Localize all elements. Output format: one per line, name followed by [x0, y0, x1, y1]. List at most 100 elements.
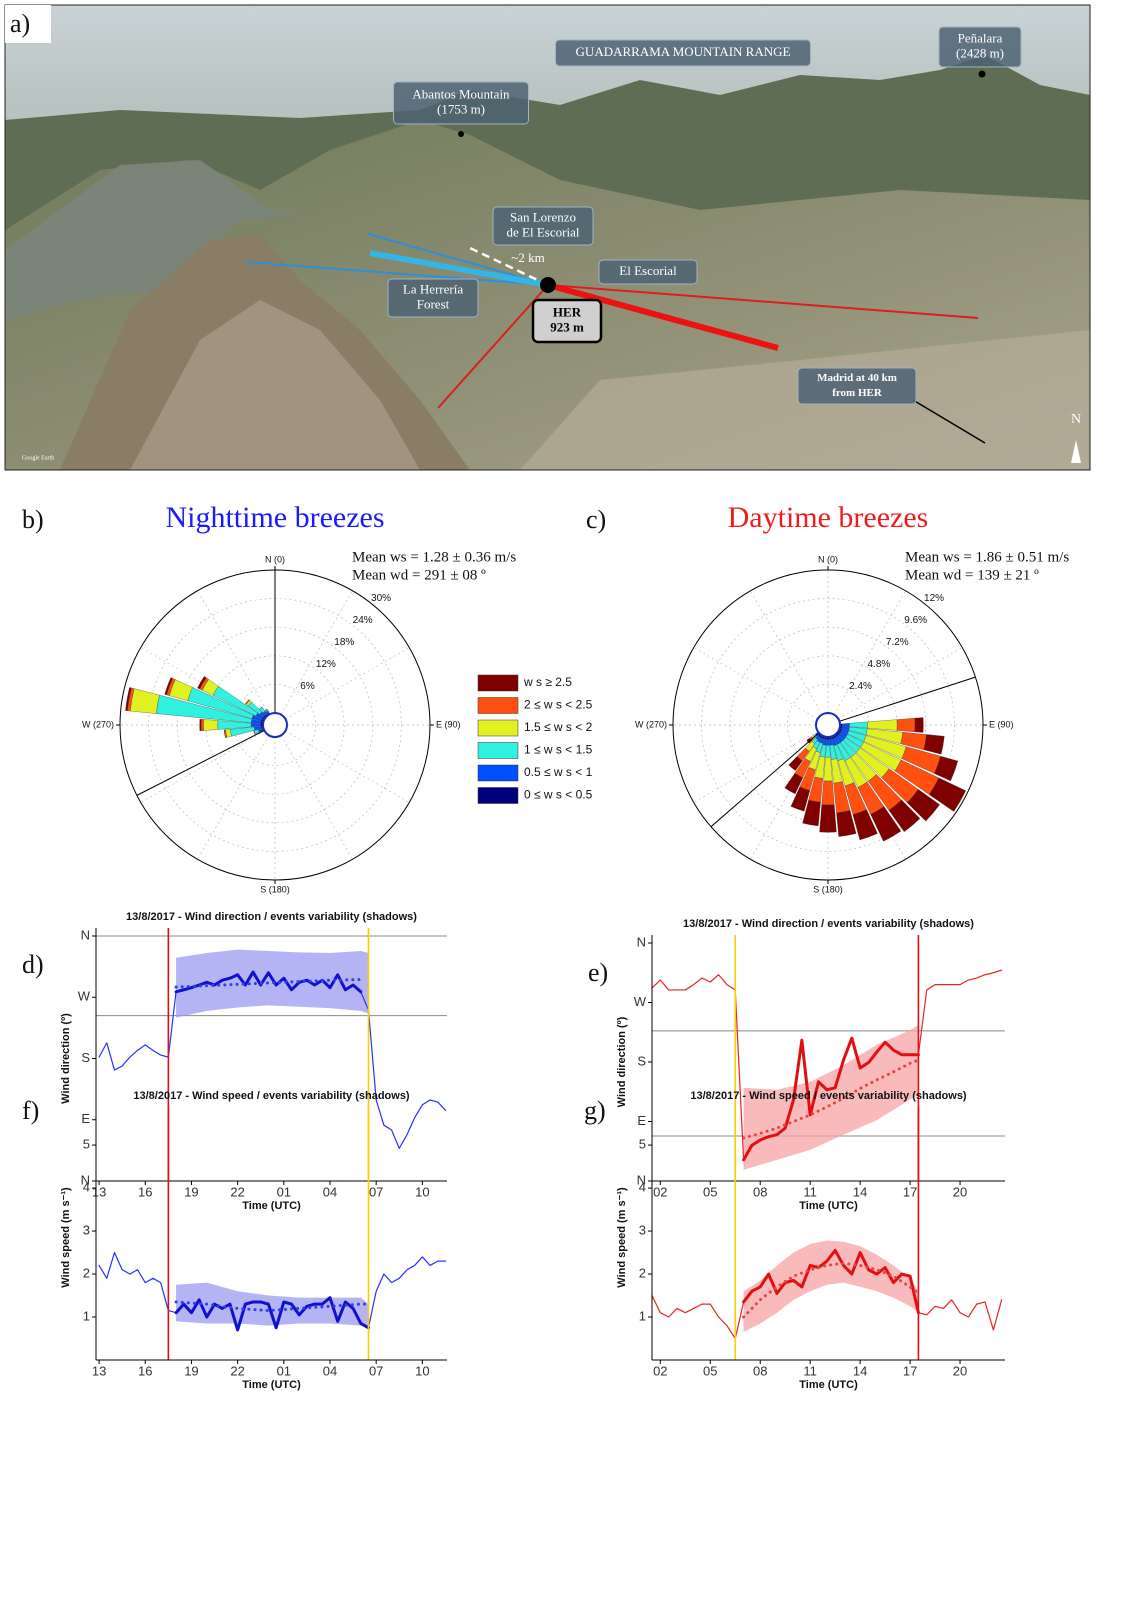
summit-marker: [978, 70, 986, 78]
photo-label: Google Earth: [22, 455, 54, 461]
x-tick-label: 07: [369, 1363, 383, 1378]
x-tick-label: 17: [903, 1363, 917, 1378]
legend-swatch: [477, 787, 519, 804]
y-tick-label: S: [637, 1053, 646, 1068]
angle-label: E (90): [436, 719, 461, 729]
x-tick-label: 22: [230, 1363, 244, 1378]
rose-wedge: [802, 799, 821, 827]
photo-label: La Herrería: [403, 281, 463, 296]
station-marker: [540, 277, 556, 293]
y-tick-label: W: [78, 989, 91, 1004]
x-tick-label: 20: [953, 1363, 967, 1378]
annotation: Mean wd = 291 ± 08 º: [352, 567, 486, 583]
y-axis-label: Wind speed (m s⁻¹): [616, 1187, 628, 1288]
spoke: [285, 730, 410, 803]
x-tick-label: 08: [753, 1363, 767, 1378]
station-label-box: [531, 298, 603, 344]
chart-title: 13/8/2017 - Wind speed / events variabil…: [133, 1090, 410, 1102]
rose-wedge: [130, 688, 160, 714]
x-tick-label: 16: [138, 1184, 152, 1199]
y-axis-label: Wind direction (º): [616, 1016, 628, 1107]
x-tick-label: 01: [277, 1363, 291, 1378]
ray: [369, 250, 549, 288]
label-box: [492, 206, 594, 246]
rose-wedge: [790, 786, 811, 812]
sector-line: [827, 676, 976, 726]
legend-swatch: [477, 764, 519, 782]
ridge: [5, 160, 300, 320]
panel-letter: e): [588, 958, 608, 987]
x-tick-label: 07: [369, 1184, 383, 1199]
legend-swatch: [477, 697, 519, 714]
chart-title: 13/8/2017 - Wind speed / events variabil…: [690, 1090, 967, 1102]
rose-wedge: [164, 677, 173, 696]
y-tick-label: 5: [639, 1137, 646, 1152]
rose-wedge: [784, 772, 804, 795]
y-tick-label: 4: [639, 1180, 646, 1195]
photo-label: GUADARRAMA MOUNTAIN RANGE: [576, 44, 791, 59]
spoke: [285, 647, 410, 720]
rose-wedge: [896, 718, 916, 732]
sector-line: [136, 724, 276, 796]
x-tick-label: 10: [415, 1184, 429, 1199]
x-tick-label: 02: [653, 1184, 667, 1199]
rose-wedge: [934, 756, 959, 782]
x-tick-label: 16: [138, 1363, 152, 1378]
x-axis-label: Time (UTC): [242, 1379, 301, 1391]
angle-label: N (0): [265, 554, 285, 564]
rose-wedge: [914, 717, 924, 733]
spoke: [833, 590, 906, 715]
ring: [729, 626, 927, 824]
photo-label: N: [1071, 412, 1081, 427]
photo-label: HER: [553, 304, 582, 319]
angle-label: W (270): [635, 719, 667, 729]
r-tick-label: 9.6%: [904, 615, 927, 626]
x-tick-label: 22: [230, 1184, 244, 1199]
y-tick-label: S: [81, 1050, 90, 1065]
y-tick-label: 1: [639, 1308, 646, 1323]
y-tick-label: 3: [83, 1222, 90, 1237]
x-tick-label: 10: [415, 1363, 429, 1378]
hill-face: [130, 300, 420, 470]
spoke: [838, 647, 963, 720]
dotted-line: [174, 978, 363, 989]
panel-letter-box: [5, 5, 51, 43]
variability-band: [176, 949, 369, 1018]
label-box: [555, 39, 811, 67]
r-tick-label: 12%: [316, 659, 336, 670]
variability-band: [743, 1024, 919, 1170]
rose-wedge: [825, 745, 831, 758]
r-tick-label: 30%: [371, 593, 391, 604]
r-tick-label: 6%: [300, 681, 315, 692]
rose-wedge: [906, 789, 940, 822]
spoke: [280, 735, 353, 860]
ring: [701, 598, 955, 852]
photo-border: [4, 4, 1091, 471]
x-axis-label: Time (UTC): [242, 1200, 301, 1212]
label-box: [393, 81, 529, 125]
rose-title: Nighttime breezes: [165, 501, 384, 534]
rose-wedge: [923, 734, 945, 755]
photo-label: Madrid at 40 km: [817, 372, 897, 384]
y-tick-label: E: [637, 1113, 646, 1128]
x-tick-label: 17: [903, 1184, 917, 1199]
x-tick-label: 04: [323, 1184, 337, 1199]
annotation: Mean ws = 1.86 ± 0.51 m/s: [905, 549, 1069, 565]
dotted-line: [174, 1300, 370, 1313]
photo-label: Forest: [417, 296, 450, 311]
bold-line: [742, 1036, 920, 1162]
chart-title: 13/8/2017 - Wind direction / events vari…: [683, 918, 974, 930]
y-tick-label: 5: [83, 1137, 90, 1152]
photo-label: de El Escorial: [507, 224, 580, 239]
distance-line: [469, 246, 549, 287]
rose-wedge: [842, 723, 850, 727]
variability-band: [176, 1282, 369, 1328]
panel-letter: d): [22, 950, 44, 979]
rose-wedge: [849, 721, 868, 729]
north-arrow: [1071, 440, 1081, 463]
x-tick-label: 13: [92, 1363, 106, 1378]
ray: [367, 233, 549, 286]
y-tick-label: 1: [83, 1308, 90, 1323]
rose-wedge: [821, 780, 835, 806]
